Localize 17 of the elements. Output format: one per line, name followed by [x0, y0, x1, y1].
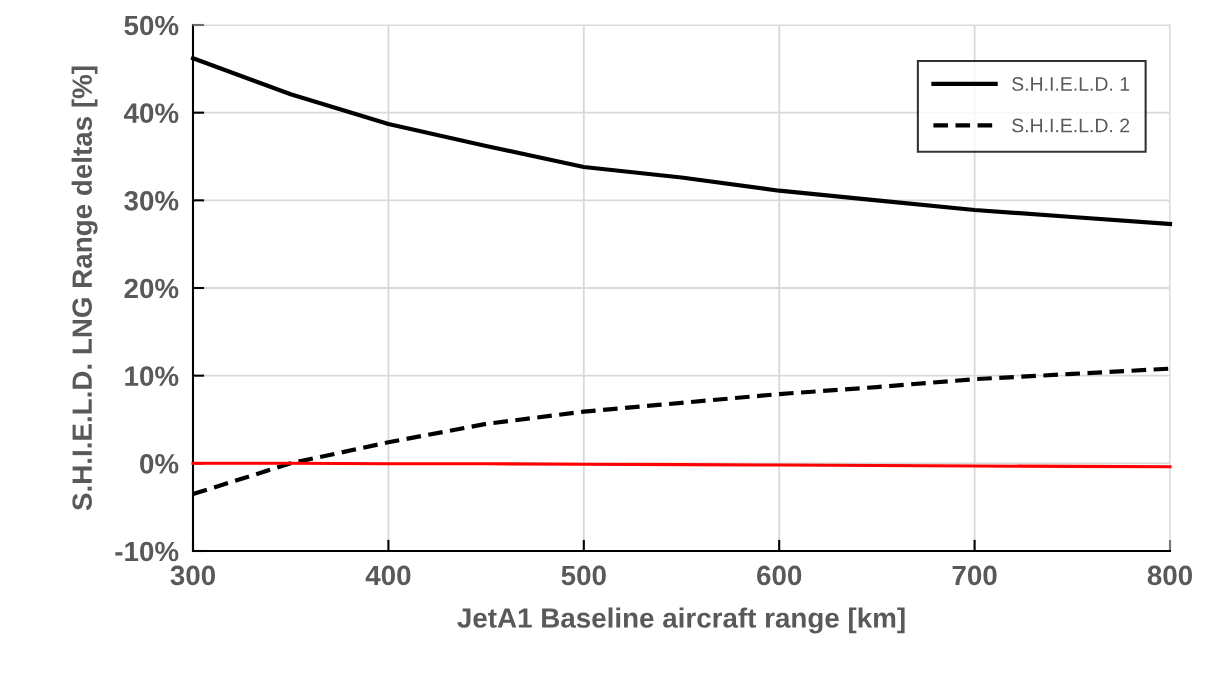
- legend-label: S.H.I.E.L.D. 2: [1012, 118, 1130, 133]
- x-tick-label: 500: [561, 565, 606, 586]
- legend-label: S.H.I.E.L.D. 1: [1012, 77, 1130, 91]
- x-tick-label: 600: [757, 565, 802, 586]
- y-tick-label: 30%: [124, 191, 179, 211]
- y-tick-label: 0%: [140, 454, 179, 474]
- y-tick-label: 20%: [124, 278, 179, 299]
- x-tick-label: 300: [170, 565, 216, 586]
- y-axis-title: S.H.I.E.L.D. LNG Range deltas [%]: [71, 66, 98, 511]
- x-tick-label: 400: [365, 565, 411, 586]
- y-tick-label: 10%: [125, 366, 179, 387]
- y-tick-label: -10%: [115, 541, 179, 562]
- y-tick-label: 50%: [124, 15, 179, 36]
- x-tick-label: 800: [1147, 565, 1193, 586]
- x-tick-label: 700: [952, 565, 997, 586]
- y-tick-label: 40%: [123, 103, 179, 124]
- x-axis-title: JetA1 Baseline aircraft range [km]: [457, 607, 905, 634]
